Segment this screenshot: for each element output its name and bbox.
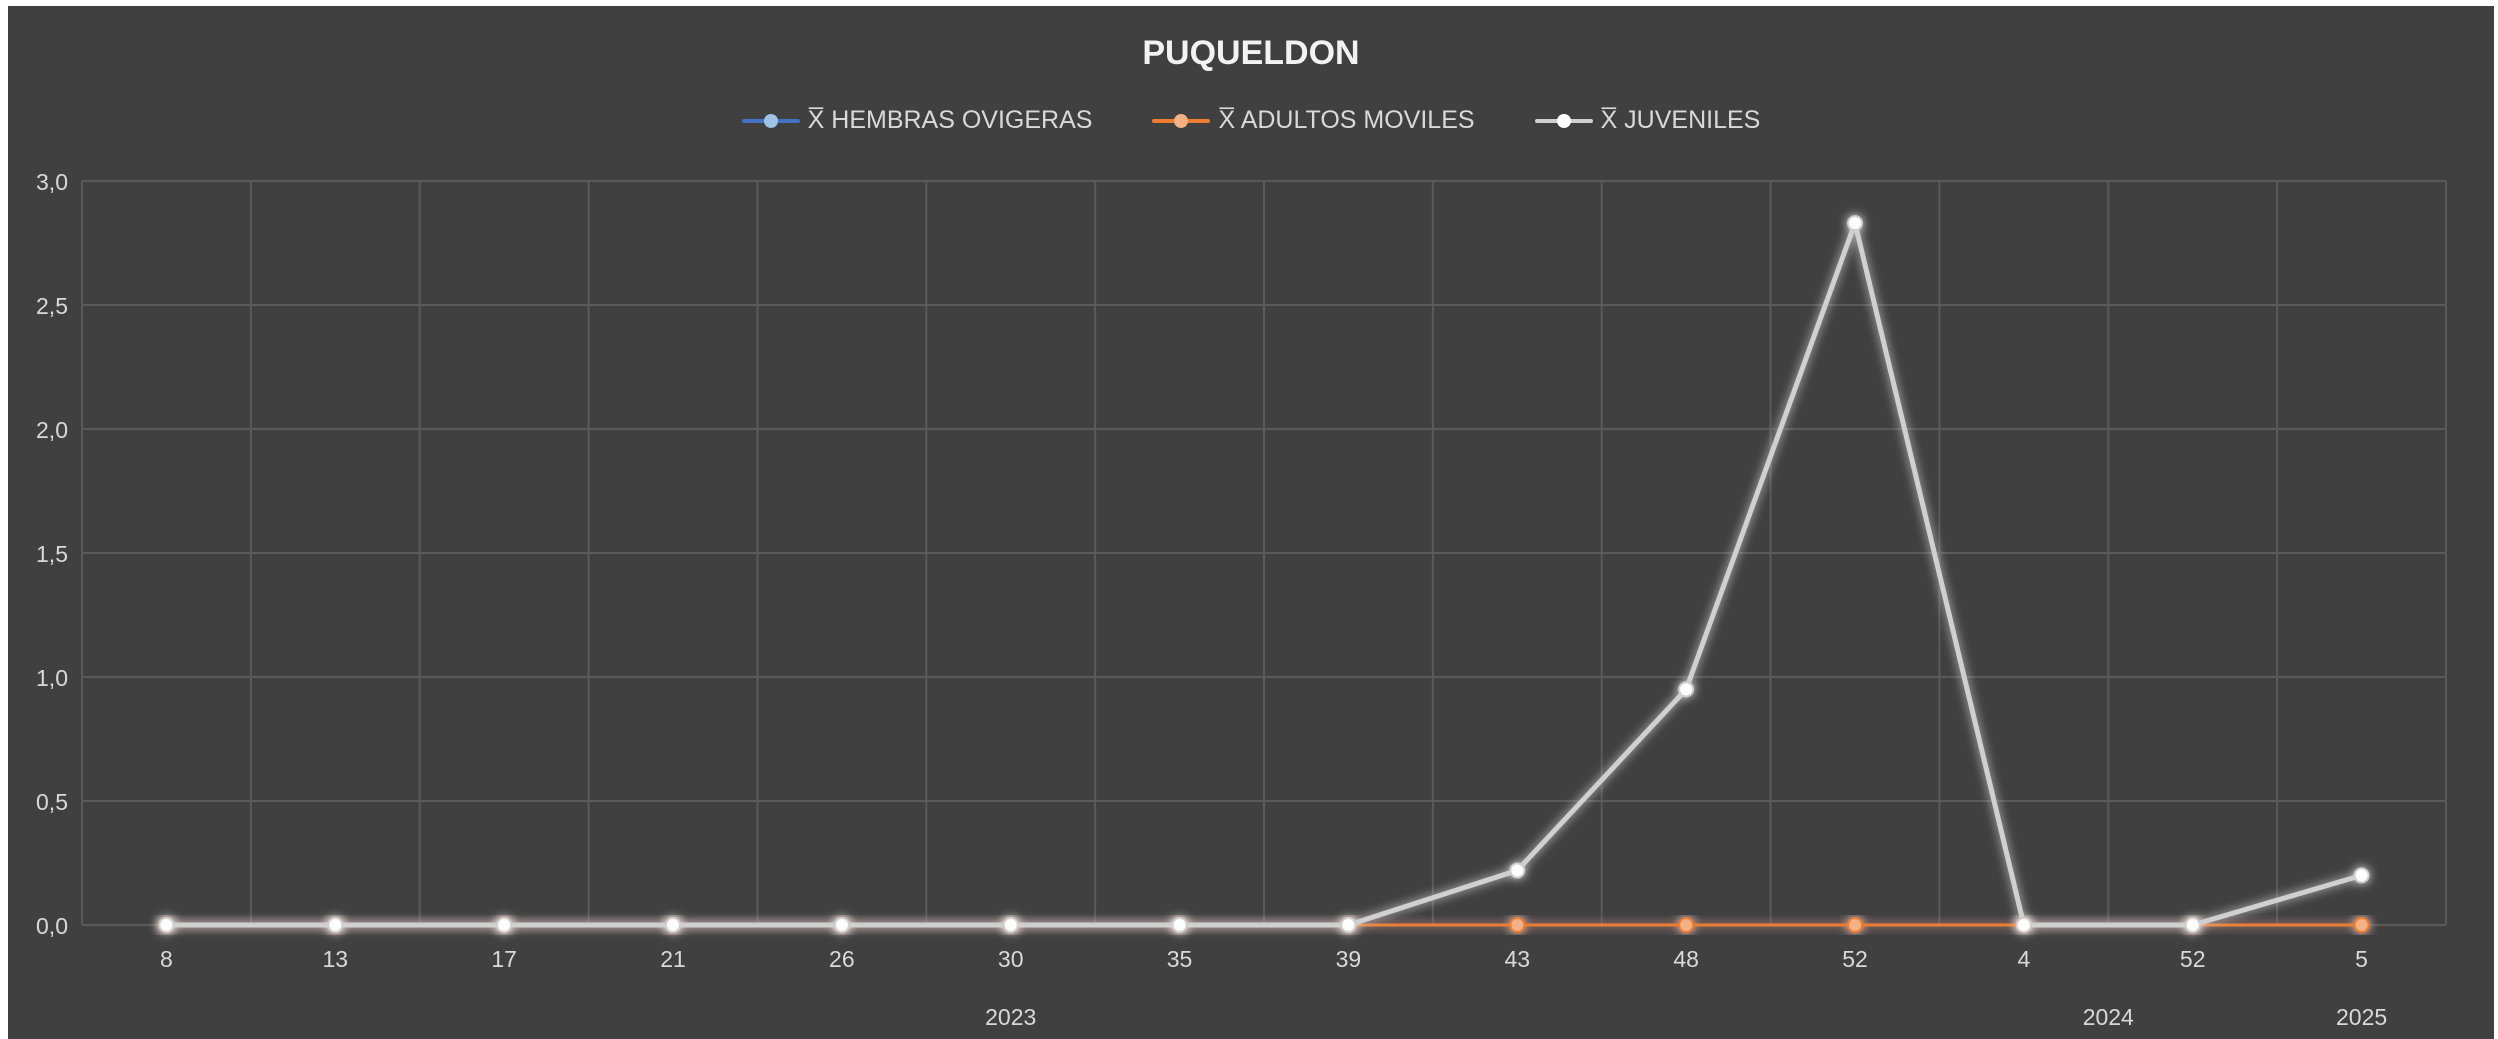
data-point <box>2184 917 2201 933</box>
chart-legend: X̅ HEMBRAS OVIGERAS X̅ ADULTOS MOVILES X… <box>8 106 2494 135</box>
data-point <box>665 917 681 933</box>
y-tick-label: 3,0 <box>36 169 68 195</box>
data-point <box>1171 917 1188 933</box>
data-point <box>1002 917 1019 933</box>
data-point <box>496 917 513 933</box>
data-point <box>1509 917 1526 933</box>
data-point <box>158 917 175 933</box>
x-tick-label: 35 <box>1167 946 1193 972</box>
y-tick-label: 0,5 <box>36 789 68 815</box>
x-tick-label: 13 <box>322 946 348 972</box>
legend-item-adultos: X̅ ADULTOS MOVILES <box>1152 106 1475 135</box>
legend-item-hembras: X̅ HEMBRAS OVIGERAS <box>741 106 1093 135</box>
legend-label-hembras: X̅ HEMBRAS OVIGERAS <box>807 106 1093 134</box>
y-tick-label: 1,5 <box>36 541 68 567</box>
legend-swatch-hembras <box>741 109 800 133</box>
x-tick-label: 39 <box>1336 946 1362 972</box>
chart-area: PUQUELDON X̅ HEMBRAS OVIGERAS X̅ ADULTOS… <box>8 6 2494 1039</box>
data-point <box>1340 917 1357 933</box>
data-point <box>833 917 850 933</box>
legend-item-juveniles: X̅ JUVENILES <box>1534 106 1761 135</box>
data-point <box>2353 867 2370 884</box>
x-year-label: 2023 <box>985 1004 1036 1030</box>
y-tick-label: 2,5 <box>36 293 68 319</box>
data-point <box>1847 215 1863 232</box>
y-tick-label: 0,0 <box>36 913 68 939</box>
x-tick-label: 21 <box>660 946 686 972</box>
line-chart: 0,0 0,5 1,0 1,5 2,0 2,5 3,0 8 13 17 21 26 30 35 39 43 48… <box>36 169 2447 1030</box>
x-tick-label: 48 <box>1673 946 1699 972</box>
x-year-label: 2024 <box>2083 1004 2134 1030</box>
legend-swatch-adultos <box>1152 109 1211 133</box>
x-tick-label: 52 <box>2180 946 2206 972</box>
x-tick-label: 52 <box>1842 946 1868 972</box>
data-point <box>2015 917 2032 933</box>
data-point <box>1847 917 1863 933</box>
series-3 <box>158 215 2370 933</box>
data-point <box>327 917 344 933</box>
y-tick-label: 1,0 <box>36 665 68 691</box>
chart-title: PUQUELDON <box>1142 34 1360 72</box>
data-point <box>1678 681 1695 698</box>
legend-label-juveniles: X̅ JUVENILES <box>1600 106 1761 134</box>
x-tick-label: 30 <box>998 946 1024 972</box>
data-point <box>1678 917 1695 933</box>
series-line <box>166 220 2363 928</box>
x-year-label: 2025 <box>2336 1004 2387 1030</box>
x-tick-label: 43 <box>1504 946 1530 972</box>
data-point <box>1509 862 1526 879</box>
x-tick-label: 26 <box>829 946 855 972</box>
x-tick-label: 5 <box>2355 946 2368 972</box>
legend-swatch-juveniles <box>1534 109 1593 133</box>
legend-label-adultos: X̅ ADULTOS MOVILES <box>1218 106 1475 134</box>
x-tick-label: 17 <box>491 946 517 972</box>
data-point <box>2353 917 2370 933</box>
x-tick-label: 8 <box>160 946 173 972</box>
y-tick-label: 2,0 <box>36 417 68 443</box>
x-tick-label: 4 <box>2017 946 2030 972</box>
